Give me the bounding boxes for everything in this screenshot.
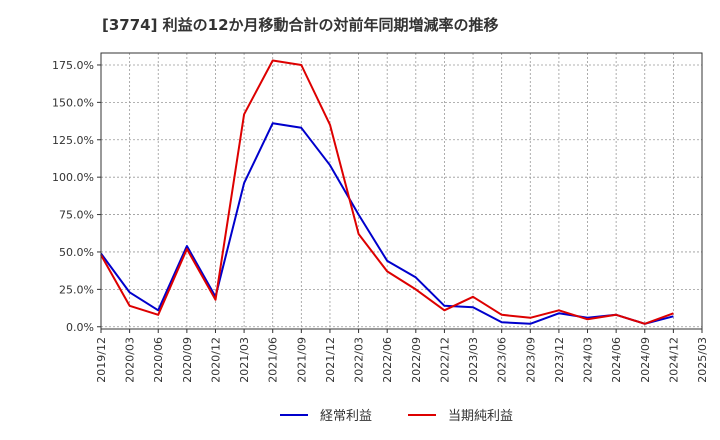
plot-frame — [100, 52, 703, 330]
x-tick-label: 2024/09 — [639, 337, 652, 383]
legend-label-2: 当期純利益 — [448, 409, 513, 424]
x-tick-label: 2020/03 — [124, 337, 137, 383]
x-tick-label: 2023/09 — [524, 337, 537, 383]
y-tick-label: 50.0% — [59, 246, 94, 259]
x-tick-label: 2021/03 — [238, 337, 251, 383]
y-axis: 0.0% 25.0% 50.0% 75.0% 100.0% 125.0% 150.0% 175… — [52, 59, 101, 334]
series-line-2 — [100, 59, 674, 325]
legend: 経常利益 当期純利益 — [280, 409, 513, 424]
y-tick-label: 175.0% — [52, 59, 94, 72]
x-tick-label: 2023/03 — [467, 337, 480, 383]
x-tick-label: 2022/12 — [438, 337, 451, 383]
legend-label-1: 経常利益 — [320, 409, 372, 424]
x-axis: 2019/12 2020/03 2020/06 2020/09 2020/12 2021/… — [95, 329, 709, 383]
x-tick-label: 2023/12 — [553, 337, 566, 383]
x-tick-label: 2020/12 — [209, 337, 222, 383]
x-tick-label: 2024/06 — [610, 337, 623, 383]
y-tick-label: 25.0% — [59, 283, 94, 296]
x-tick-label: 2021/09 — [295, 337, 308, 383]
y-tick-label: 125.0% — [52, 134, 94, 147]
x-tick-label: 2019/12 — [95, 337, 108, 383]
x-tick-label: 2025/03 — [696, 337, 709, 383]
x-tick-label: 2022/03 — [353, 337, 366, 383]
x-tick-label: 2020/09 — [181, 337, 194, 383]
x-tick-label: 2023/06 — [496, 337, 509, 383]
x-tick-label: 2022/09 — [410, 337, 423, 383]
y-tick-label: 150.0% — [52, 96, 94, 109]
y-tick-label: 100.0% — [52, 171, 94, 184]
chart-title: [3774] 利益の12か月移動合計の対前年同期増減率の推移 — [102, 16, 499, 34]
x-tick-label: 2024/12 — [667, 337, 680, 383]
x-tick-label: 2022/06 — [381, 337, 394, 383]
y-tick-label: 75.0% — [59, 209, 94, 222]
y-tick-label: 0.0% — [66, 321, 94, 334]
grid — [100, 53, 703, 329]
plot-area — [101, 53, 702, 329]
series-group — [100, 59, 674, 325]
x-tick-label: 2021/06 — [267, 337, 280, 383]
x-tick-label: 2021/12 — [324, 337, 337, 383]
x-tick-label: 2020/06 — [152, 337, 165, 383]
x-tick-label: 2024/03 — [582, 337, 595, 383]
